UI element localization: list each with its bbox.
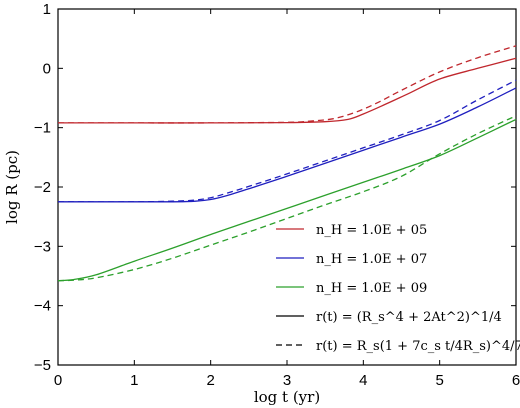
legend-label-3: r(t) = (R_s^4 + 2At^2)^1/4 — [316, 310, 502, 325]
series-line-2 — [58, 87, 517, 203]
series-layer — [57, 45, 517, 282]
legend-label-4: r(t) = R_s(1 + 7c_s t/4R_s)^4/7 — [316, 339, 520, 354]
y-tick-label: 0 — [43, 60, 51, 77]
x-tick-label: 1 — [130, 372, 138, 389]
y-tick-label: −2 — [34, 179, 51, 196]
x-tick-label: 2 — [206, 372, 214, 389]
legend-label-1: n_H = 1.0E + 07 — [316, 252, 427, 267]
y-tick-label: 1 — [43, 1, 51, 18]
x-tick-label: 4 — [359, 372, 367, 389]
series-line-4 — [57, 118, 517, 282]
x-tick-label: 5 — [435, 372, 443, 389]
x-axis-label: log t (yr) — [254, 388, 320, 406]
y-axis-label: log R (pc) — [3, 150, 21, 224]
legend-label-2: n_H = 1.0E + 09 — [316, 281, 427, 296]
y-tick-label: −3 — [34, 238, 51, 255]
series-line-3 — [57, 79, 517, 203]
series-line-1 — [58, 45, 517, 124]
legend: n_H = 1.0E + 05 n_H = 1.0E + 07 n_H = 1.0E… — [276, 223, 520, 354]
legend-label-0: n_H = 1.0E + 05 — [316, 223, 427, 238]
y-tick-label: −1 — [34, 120, 51, 137]
x-tick-label: 6 — [512, 372, 520, 389]
series-line-5 — [57, 115, 517, 282]
ticks: 0 1 2 3 4 5 6 −5 −4 −3 −2 −1 0 1 — [34, 1, 520, 389]
series-line-0 — [58, 57, 517, 124]
y-tick-label: −5 — [34, 357, 51, 374]
x-tick-label: 3 — [283, 372, 291, 389]
y-tick-label: −4 — [34, 298, 51, 315]
x-tick-label: 0 — [54, 372, 62, 389]
